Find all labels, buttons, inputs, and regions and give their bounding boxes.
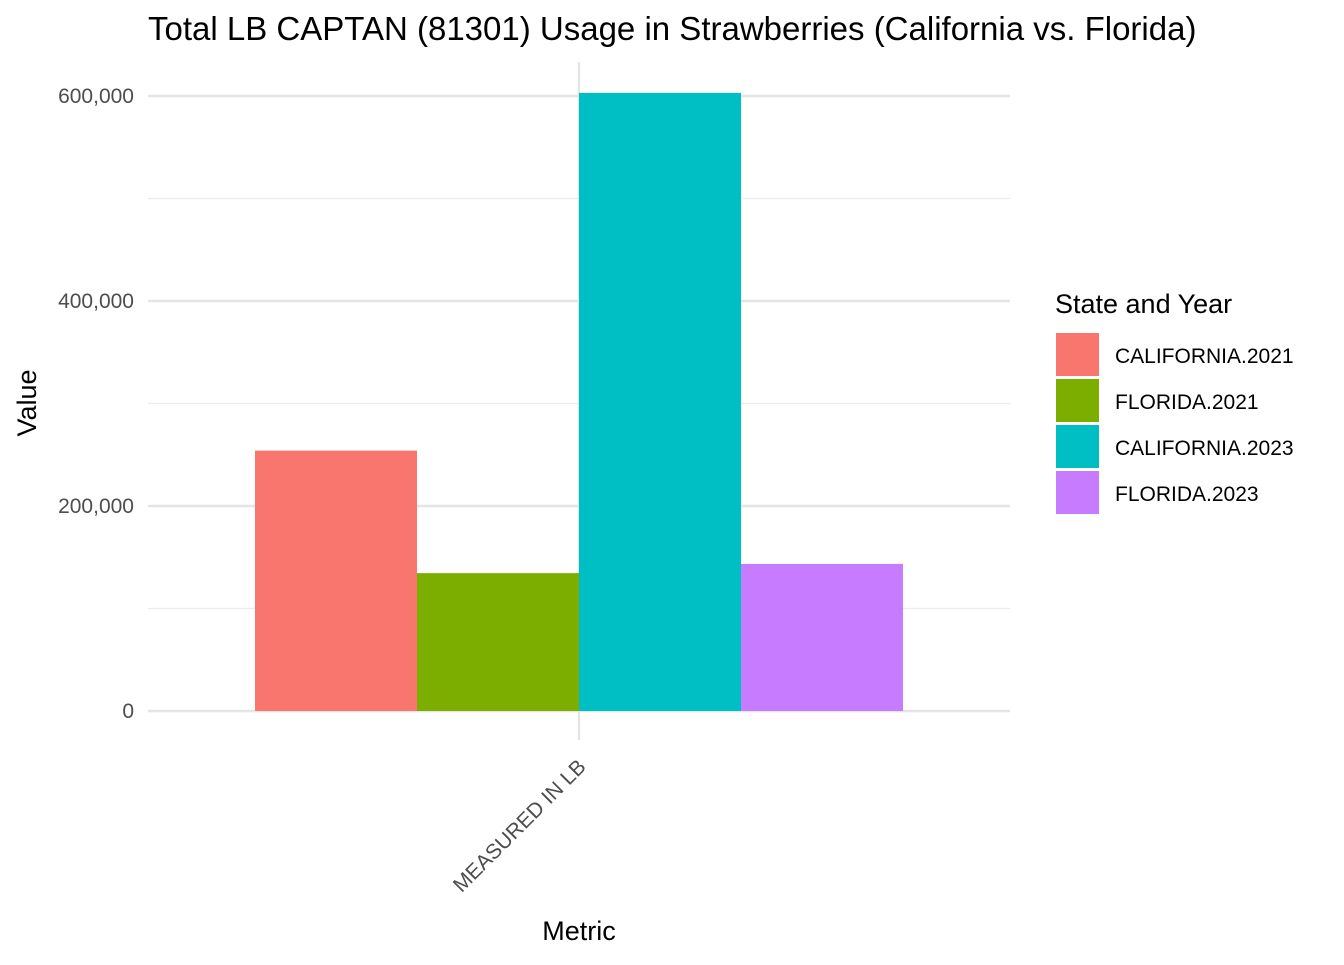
legend-key	[1056, 471, 1099, 514]
y-tick-label: 0	[122, 700, 134, 723]
legend-label: CALIFORNIA.2023	[1115, 437, 1294, 460]
bar-florida-2021	[417, 573, 579, 711]
x-tick-label: MEASURED IN LB	[449, 755, 591, 897]
bar-california-2023	[579, 92, 741, 712]
y-tick-label: 400,000	[58, 290, 134, 313]
legend-label: CALIFORNIA.2021	[1115, 345, 1294, 368]
legend-key	[1056, 425, 1099, 468]
y-tick-label: 200,000	[58, 495, 134, 518]
legend-key	[1056, 379, 1099, 422]
legend-title: State and Year	[1055, 289, 1232, 319]
y-axis-label: Value	[12, 369, 42, 436]
bars-layer	[255, 92, 903, 712]
chart-title: Total LB CAPTAN (81301) Usage in Strawbe…	[148, 10, 1196, 47]
legend-label: FLORIDA.2023	[1115, 483, 1259, 506]
legend-label: FLORIDA.2021	[1115, 391, 1259, 414]
bar-florida-2023	[741, 563, 903, 711]
legend: CALIFORNIA.2021 FLORIDA.2021 CALIFORNIA.20…	[1056, 333, 1294, 514]
y-tick-label: 600,000	[58, 85, 134, 108]
x-axis-label: Metric	[542, 916, 616, 946]
legend-key	[1056, 333, 1099, 376]
bar-california-2021	[255, 450, 417, 711]
